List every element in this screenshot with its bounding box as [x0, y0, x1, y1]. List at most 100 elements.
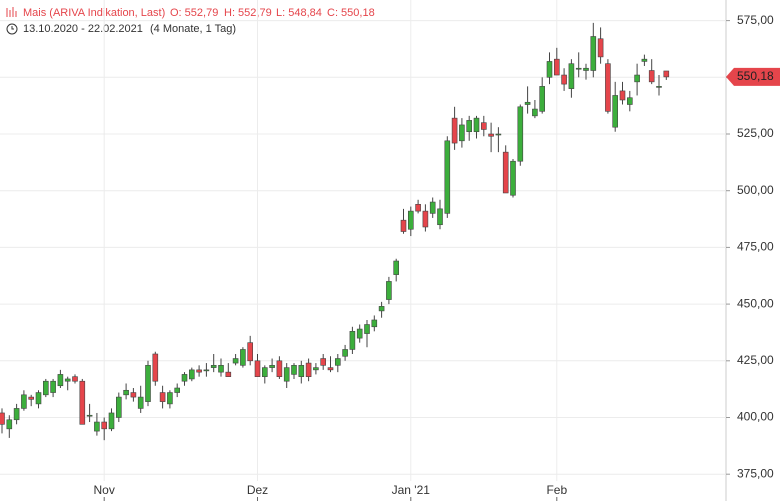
- candle-body: [72, 376, 78, 382]
- candle-body: [626, 97, 633, 105]
- candle-body: [407, 210, 414, 230]
- candle-body: [174, 387, 180, 393]
- y-tick-label: 500,00: [737, 183, 774, 197]
- candle-body: [517, 106, 524, 162]
- candle-body: [371, 319, 378, 328]
- candle-body: [130, 392, 137, 398]
- candle-body: [451, 117, 458, 144]
- candle-body: [159, 392, 166, 402]
- candle-body: [575, 67, 582, 70]
- candle-body: [108, 412, 115, 430]
- candle-body: [524, 101, 531, 105]
- x-tick-label: Dez: [247, 483, 268, 497]
- date-range: 13.10.2020 - 22.02.2021: [23, 23, 143, 35]
- candle-body: [466, 120, 473, 133]
- candle-body: [648, 70, 655, 83]
- candle-body: [597, 38, 604, 58]
- candle-body: [378, 306, 385, 312]
- last-price-tag: [726, 67, 780, 86]
- candle-body: [553, 58, 560, 76]
- candle-body: [429, 201, 436, 214]
- candle-body: [196, 369, 202, 373]
- candle-body: [283, 367, 290, 382]
- candle-body: [386, 281, 392, 300]
- candle-body: [291, 365, 297, 375]
- candle-body: [57, 374, 64, 387]
- candle-body: [510, 160, 516, 196]
- candle-body: [145, 365, 151, 402]
- candle-body: [327, 367, 334, 371]
- candle-body: [247, 342, 253, 362]
- candle-body: [13, 408, 20, 421]
- candle-body: [21, 394, 27, 409]
- y-tick-label: 375,00: [737, 466, 774, 480]
- candle-body: [561, 74, 567, 85]
- y-tick-label: 575,00: [737, 13, 774, 27]
- candle-body: [167, 392, 173, 405]
- candle-body: [35, 392, 42, 405]
- header: Mais (ARIVA Indikation, Last) O: 552,79 …: [6, 7, 375, 35]
- candle-body: [393, 260, 400, 275]
- candle-body: [663, 70, 670, 78]
- candle-body: [349, 331, 356, 350]
- y-tick-label: 525,00: [737, 126, 774, 140]
- candle-body: [356, 328, 363, 339]
- candle-body: [400, 219, 407, 232]
- candle-body: [532, 108, 538, 117]
- candle-body: [123, 389, 129, 396]
- candle-body: [0, 412, 5, 425]
- open-label: O: 552,79: [170, 7, 218, 19]
- last-price-label: 550,18: [737, 69, 774, 83]
- candle-body: [64, 378, 71, 382]
- candle-body: [101, 421, 107, 430]
- candle-body: [137, 396, 144, 409]
- clock-icon: [6, 23, 18, 35]
- candle-body: [590, 36, 597, 71]
- candle-body: [437, 208, 443, 226]
- candle-body: [6, 419, 13, 430]
- candle-body: [50, 380, 56, 393]
- candle-body: [79, 380, 86, 425]
- candle-body: [612, 95, 619, 128]
- candle-body: [473, 117, 480, 133]
- y-tick-label: 400,00: [737, 410, 774, 424]
- candle-body: [488, 133, 494, 137]
- candle-body: [568, 63, 575, 89]
- y-tick-label: 475,00: [737, 240, 774, 254]
- candle-body: [232, 358, 239, 364]
- candle-body: [546, 61, 553, 78]
- candle-body: [619, 90, 626, 101]
- candle-body: [189, 369, 195, 380]
- candle-body: [152, 353, 159, 382]
- y-tick-label: 425,00: [737, 353, 774, 367]
- candle-body: [641, 58, 648, 62]
- clock-hand: [11, 26, 14, 30]
- chart-title: Mais (ARIVA Indikation, Last): [23, 7, 165, 19]
- candle-body: [305, 362, 312, 377]
- candle-body: [444, 140, 451, 214]
- candle-body: [539, 86, 546, 112]
- duration: (4 Monate, 1 Tag): [150, 23, 236, 35]
- candle-body: [218, 365, 224, 373]
- candle-body: [203, 369, 210, 372]
- x-tick-label: Jan '21: [392, 483, 431, 497]
- high-label: H: 552,79: [224, 7, 272, 19]
- candle-body: [240, 349, 246, 366]
- candle-body: [480, 122, 487, 130]
- candle-body: [269, 365, 275, 368]
- close-label: C: 550,18: [327, 7, 375, 19]
- candle-body: [583, 67, 589, 71]
- candle-body: [225, 371, 232, 377]
- chart-icon: [6, 7, 17, 17]
- candle-body: [116, 396, 122, 418]
- grid: [0, 0, 726, 481]
- candle-body: [210, 365, 217, 368]
- candle-body: [364, 324, 370, 334]
- candle-body: [502, 151, 509, 194]
- candle-body: [495, 133, 502, 136]
- candle-body: [415, 204, 421, 212]
- y-tick-label: 450,00: [737, 296, 774, 310]
- candle-body: [334, 358, 341, 366]
- candle-body: [28, 396, 35, 400]
